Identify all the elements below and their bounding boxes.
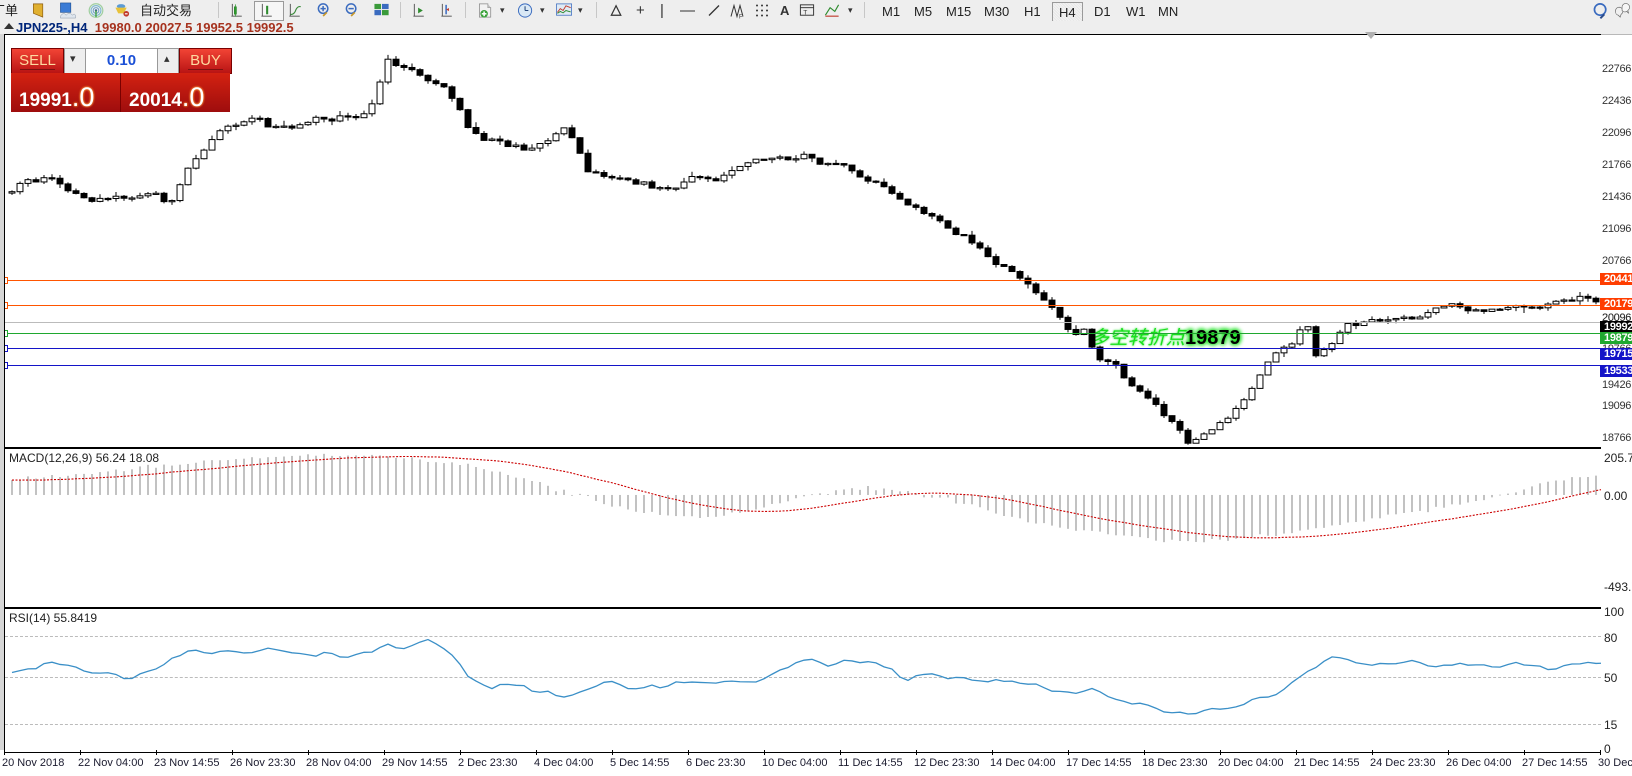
svg-text:F: F bbox=[739, 15, 743, 20]
svg-text:T: T bbox=[803, 9, 807, 16]
